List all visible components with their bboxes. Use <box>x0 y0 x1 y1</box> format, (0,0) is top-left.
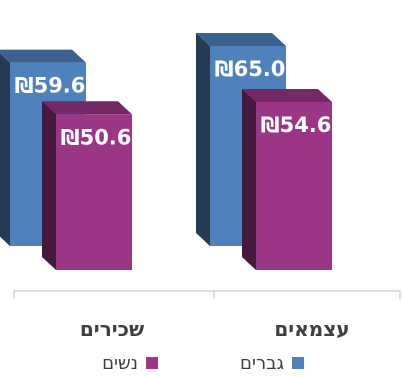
legend-item: גברים <box>240 353 304 374</box>
data-label: ₪50.6 <box>61 125 132 149</box>
x-axis: עצמאים שכירים <box>13 290 401 341</box>
category-label: שכירים <box>80 317 144 341</box>
bar-side-face <box>42 101 56 270</box>
legend-item: נשים <box>102 353 158 374</box>
bar-top-face <box>42 101 132 115</box>
legend-label: נשים <box>102 353 138 374</box>
bar-side-face <box>196 33 210 246</box>
bar-top-face <box>0 49 86 63</box>
legend: גברים נשים <box>102 353 304 374</box>
bar-front-face <box>256 102 332 270</box>
bar-front-face <box>56 114 132 270</box>
bar-side-face <box>242 89 256 270</box>
legend-swatch <box>146 357 158 369</box>
legend-swatch <box>292 357 304 369</box>
bar-top-face <box>196 33 286 46</box>
bar-side-face <box>0 53 10 246</box>
bar-top-face <box>242 89 332 102</box>
bars-layer: ₪65.0 ₪54.6 ₪59.6 ₪50.6 <box>0 33 332 270</box>
data-label: ₪54.6 <box>261 113 332 137</box>
bar-women-employees: ₪50.6 <box>42 101 132 270</box>
data-label: ₪59.6 <box>15 74 86 98</box>
legend-label: גברים <box>240 353 284 374</box>
bar-women-self-employed: ₪54.6 <box>242 89 332 270</box>
data-label: ₪65.0 <box>215 57 286 81</box>
category-label: עצמאים <box>274 317 349 341</box>
